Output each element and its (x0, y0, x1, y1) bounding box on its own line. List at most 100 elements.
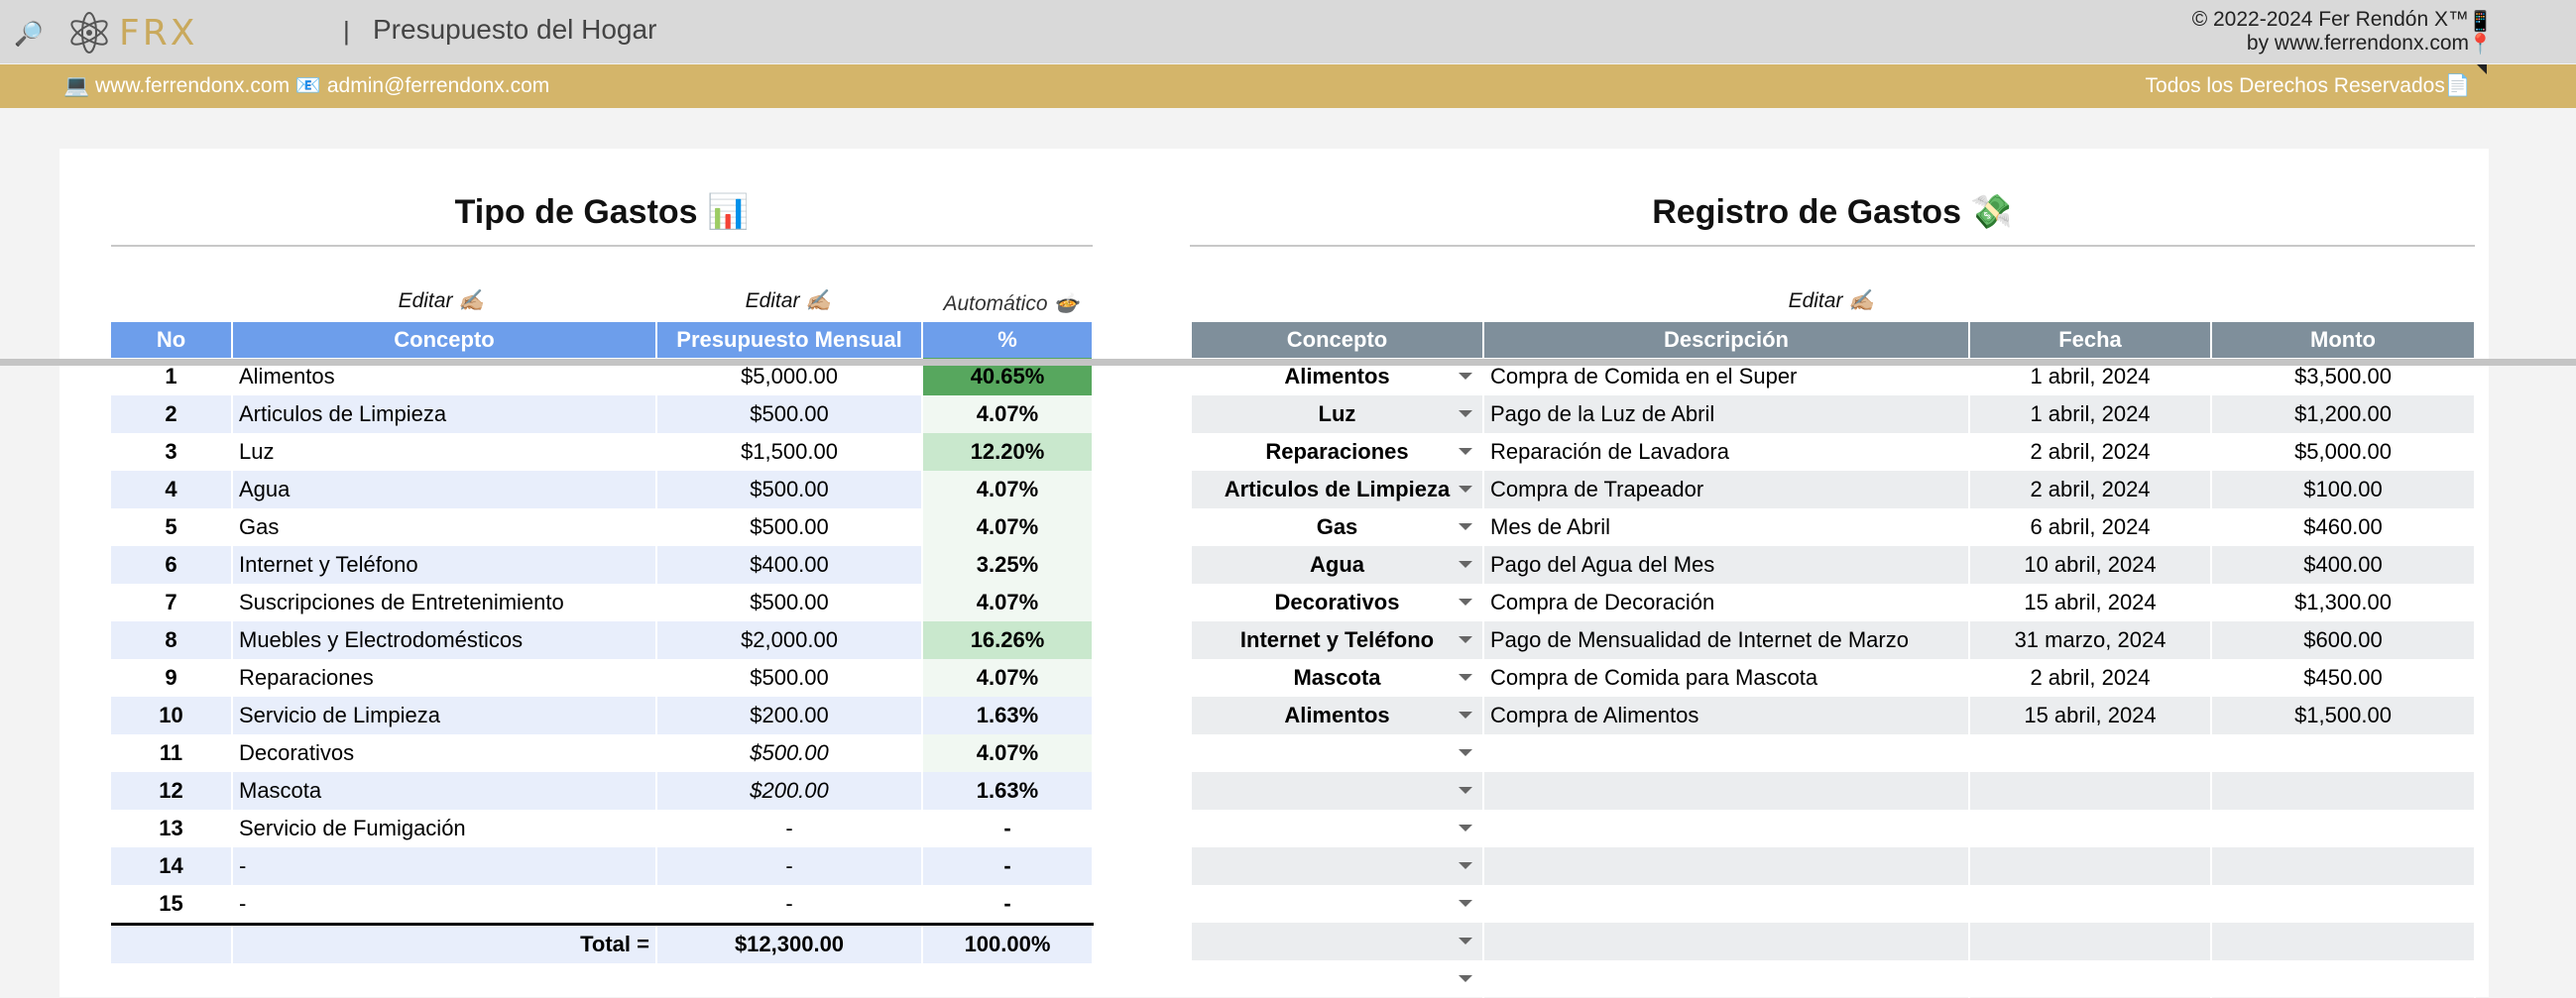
concepto-dropdown[interactable] (1192, 885, 1484, 923)
presupuesto-cell[interactable]: $500.00 (656, 471, 923, 508)
monto-cell[interactable] (2211, 923, 2476, 960)
pct-cell[interactable]: 4.07% (922, 395, 1094, 433)
row-number[interactable]: 13 (111, 810, 233, 847)
col-header-pct[interactable]: % (922, 322, 1094, 358)
concepto-dropdown[interactable]: Internet y Teléfono (1192, 621, 1484, 659)
col-header-no[interactable]: No (111, 322, 233, 358)
pct-cell[interactable]: 3.25% (922, 546, 1094, 584)
presupuesto-cell[interactable]: $200.00 (656, 697, 923, 734)
monto-cell[interactable] (2211, 772, 2476, 810)
col-header-descripcion[interactable]: Descripción (1483, 322, 1970, 358)
presupuesto-cell[interactable]: $500.00 (656, 659, 923, 697)
presupuesto-cell[interactable]: $500.00 (656, 734, 923, 772)
fecha-cell[interactable]: 2 abril, 2024 (1969, 433, 2212, 471)
monto-cell[interactable]: $1,200.00 (2211, 395, 2476, 433)
fecha-cell[interactable] (1969, 772, 2212, 810)
fecha-cell[interactable]: 31 marzo, 2024 (1969, 621, 2212, 659)
concepto-dropdown[interactable]: Reparaciones (1192, 433, 1484, 471)
monto-cell[interactable]: $1,500.00 (2211, 697, 2476, 734)
dropdown-arrow-icon[interactable] (1459, 712, 1472, 719)
concepto-dropdown[interactable] (1192, 810, 1484, 847)
concepto-cell[interactable]: Internet y Teléfono (232, 546, 657, 584)
row-number[interactable]: 14 (111, 847, 233, 885)
dropdown-arrow-icon[interactable] (1459, 410, 1472, 417)
descripcion-cell[interactable]: Compra de Decoración (1483, 584, 1970, 621)
row-number[interactable]: 9 (111, 659, 233, 697)
col-header-concepto[interactable]: Concepto (1192, 322, 1484, 358)
descripcion-cell[interactable] (1483, 960, 1970, 998)
concepto-dropdown[interactable]: Agua (1192, 546, 1484, 584)
fecha-cell[interactable]: 10 abril, 2024 (1969, 546, 2212, 584)
monto-cell[interactable]: $450.00 (2211, 659, 2476, 697)
fecha-cell[interactable] (1969, 847, 2212, 885)
concepto-dropdown[interactable] (1192, 734, 1484, 772)
pct-cell[interactable]: 1.63% (922, 772, 1094, 810)
descripcion-cell[interactable]: Pago de Mensualidad de Internet de Marzo (1483, 621, 1970, 659)
concepto-cell[interactable]: Servicio de Fumigación (232, 810, 657, 847)
dropdown-arrow-icon[interactable] (1459, 636, 1472, 643)
monto-cell[interactable]: $400.00 (2211, 546, 2476, 584)
fecha-cell[interactable] (1969, 810, 2212, 847)
pct-cell[interactable]: 4.07% (922, 471, 1094, 508)
row-number[interactable]: 5 (111, 508, 233, 546)
presupuesto-cell[interactable]: $400.00 (656, 546, 923, 584)
dropdown-arrow-icon[interactable] (1459, 561, 1472, 568)
descripcion-cell[interactable]: Compra de Trapeador (1483, 471, 1970, 508)
search-icon[interactable]: 🔎 (14, 21, 44, 48)
row-number[interactable]: 2 (111, 395, 233, 433)
dropdown-arrow-icon[interactable] (1459, 749, 1472, 756)
descripcion-cell[interactable]: Compra de Alimentos (1483, 697, 1970, 734)
presupuesto-cell[interactable]: - (656, 810, 923, 847)
pct-cell[interactable]: 1.63% (922, 697, 1094, 734)
pct-cell[interactable]: 16.26% (922, 621, 1094, 659)
concepto-dropdown[interactable] (1192, 772, 1484, 810)
concepto-dropdown[interactable] (1192, 847, 1484, 885)
dropdown-arrow-icon[interactable] (1459, 448, 1472, 455)
concepto-dropdown[interactable]: Decorativos (1192, 584, 1484, 621)
concepto-cell[interactable]: Gas (232, 508, 657, 546)
concepto-cell[interactable]: - (232, 847, 657, 885)
presupuesto-cell[interactable]: $200.00 (656, 772, 923, 810)
concepto-cell[interactable]: Agua (232, 471, 657, 508)
dropdown-arrow-icon[interactable] (1459, 787, 1472, 794)
fecha-cell[interactable]: 2 abril, 2024 (1969, 471, 2212, 508)
row-number[interactable]: 7 (111, 584, 233, 621)
pct-cell[interactable]: - (922, 810, 1094, 847)
fecha-cell[interactable]: 1 abril, 2024 (1969, 395, 2212, 433)
presupuesto-cell[interactable]: $500.00 (656, 508, 923, 546)
monto-cell[interactable] (2211, 810, 2476, 847)
concepto-dropdown[interactable]: Luz (1192, 395, 1484, 433)
concepto-cell[interactable]: Reparaciones (232, 659, 657, 697)
descripcion-cell[interactable] (1483, 772, 1970, 810)
concepto-dropdown[interactable]: Mascota (1192, 659, 1484, 697)
dropdown-arrow-icon[interactable] (1459, 373, 1472, 380)
dropdown-arrow-icon[interactable] (1459, 599, 1472, 606)
monto-cell[interactable]: $460.00 (2211, 508, 2476, 546)
presupuesto-cell[interactable]: $500.00 (656, 584, 923, 621)
descripcion-cell[interactable] (1483, 885, 1970, 923)
descripcion-cell[interactable] (1483, 847, 1970, 885)
concepto-cell[interactable]: Muebles y Electrodomésticos (232, 621, 657, 659)
concepto-dropdown[interactable] (1192, 923, 1484, 960)
col-header-presupuesto[interactable]: Presupuesto Mensual (656, 322, 923, 358)
dropdown-arrow-icon[interactable] (1459, 862, 1472, 869)
dropdown-arrow-icon[interactable] (1459, 825, 1472, 832)
descripcion-cell[interactable] (1483, 734, 1970, 772)
fecha-cell[interactable]: 2 abril, 2024 (1969, 659, 2212, 697)
monto-cell[interactable]: $5,000.00 (2211, 433, 2476, 471)
pct-cell[interactable]: 4.07% (922, 659, 1094, 697)
monto-cell[interactable]: $100.00 (2211, 471, 2476, 508)
monto-cell[interactable]: $1,300.00 (2211, 584, 2476, 621)
descripcion-cell[interactable]: Compra de Comida para Mascota (1483, 659, 1970, 697)
row-number[interactable]: 15 (111, 885, 233, 925)
presupuesto-cell[interactable]: - (656, 847, 923, 885)
concepto-cell[interactable]: Suscripciones de Entretenimiento (232, 584, 657, 621)
fecha-cell[interactable] (1969, 923, 2212, 960)
row-number[interactable]: 10 (111, 697, 233, 734)
fecha-cell[interactable] (1969, 734, 2212, 772)
monto-cell[interactable] (2211, 960, 2476, 998)
concepto-cell[interactable]: Luz (232, 433, 657, 471)
row-number[interactable]: 11 (111, 734, 233, 772)
pct-cell[interactable]: - (922, 885, 1094, 925)
dropdown-arrow-icon[interactable] (1459, 900, 1472, 907)
